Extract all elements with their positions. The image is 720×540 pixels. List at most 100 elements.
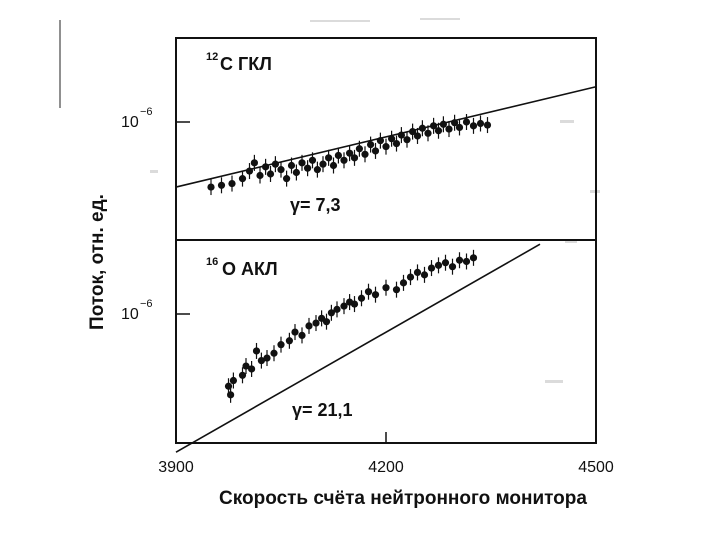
top-y-tick-exp: −6 [140,106,153,118]
bottom-gamma-label: γ= 21,1 [292,400,353,420]
scan-noise [150,18,600,383]
top-data-point [445,125,453,133]
bottom-data-point [340,302,348,310]
bottom-fit-line [175,243,541,453]
top-data-point [361,150,369,158]
top-data-point [325,154,333,162]
bottom-data-point [448,263,457,271]
bottom-data-point [322,318,331,326]
top-data-point [367,140,375,149]
top-data-point [228,179,236,188]
bottom-data-point [238,371,247,379]
top-data-point [376,137,384,145]
bottom-data-point [305,322,313,330]
top-data-point [409,127,417,136]
top-data-point [298,159,306,167]
top-panel-label: C ГКЛ [220,54,272,74]
bottom-data-point [350,300,359,308]
top-data-point [283,175,291,183]
top-data-point [418,124,426,132]
bottom-data-point [257,356,265,365]
top-data-point [424,129,432,137]
bottom-y-tick-label: 10 [121,306,139,323]
x-axis: 3900 4200 4500 [158,432,614,476]
y-axis-title: Поток, отн. ед. [87,194,108,330]
top-panel: 10 −6 12 C ГКЛ γ= 7,3 [121,51,597,215]
top-gamma-label: γ= 7,3 [290,195,341,215]
top-data-point [319,160,327,168]
bottom-panel: 10 −6 16 O АКЛ γ= 21,1 [121,243,541,453]
top-data-point [329,161,338,170]
bottom-data-point [263,354,271,362]
top-data-point [469,122,478,130]
top-data-point [250,159,258,167]
bottom-data-point [227,391,235,399]
bottom-data-point [229,376,237,385]
top-data-point [355,145,363,153]
bottom-data-point [298,331,306,340]
top-data-point [397,131,405,139]
bottom-data-point [333,305,341,313]
bottom-data-point [469,254,478,262]
bottom-data-point [277,341,285,349]
bottom-data-point [462,257,471,266]
x-axis-title: Скорость счёта нейтронного монитора [219,488,587,509]
bottom-data-point [291,328,299,336]
top-data-point [392,139,401,148]
top-data-point [334,151,342,160]
top-data-point [483,121,492,129]
top-data-point [413,132,422,140]
top-data-point [262,163,270,171]
bottom-data-point [427,264,436,272]
bottom-data-point [285,337,293,345]
bottom-data-point [392,286,401,294]
bottom-points [224,249,478,403]
bottom-y-tick-exp: −6 [140,298,153,310]
top-data-point [287,161,296,170]
bottom-data-point [252,347,261,355]
bottom-data-point [382,284,390,292]
top-panel-sup: 12 [206,51,218,63]
x-tick-label: 4500 [578,459,614,476]
top-data-point [340,156,348,164]
bottom-data-point [248,365,256,373]
x-tick-label: 4200 [368,459,404,476]
bottom-data-point [441,259,450,267]
x-tick-label: 3900 [158,459,194,476]
bottom-data-point [327,309,335,317]
top-data-point [217,181,226,189]
bottom-data-point [406,273,415,281]
top-data-point [434,127,443,135]
top-data-point [462,118,471,126]
top-fit-line [175,85,597,188]
bottom-data-point [413,268,422,277]
bottom-data-point [312,319,320,327]
top-data-point [266,170,275,178]
top-data-point [277,166,285,174]
top-data-point [238,175,247,183]
top-data-point [455,123,464,132]
top-data-point [346,149,354,157]
top-data-point [403,136,411,144]
top-y-tick-label: 10 [121,114,139,131]
top-data-point [451,119,459,127]
top-points [207,114,492,196]
top-data-point [292,168,300,177]
bottom-data-point [270,349,278,357]
top-data-point [476,119,485,128]
bottom-data-point [399,279,408,287]
top-data-point [308,156,317,164]
bottom-data-point [357,294,366,302]
bottom-data-point [242,362,250,370]
top-data-point [256,171,264,180]
bottom-panel-sup: 16 [206,256,218,268]
top-data-point [313,166,321,174]
top-data-point [207,183,215,191]
bottom-data-point [420,271,429,279]
top-data-point [388,135,396,143]
bottom-data-point [455,256,464,264]
top-data-point [304,164,312,172]
top-data-point [430,122,438,130]
bottom-data-point [364,288,373,296]
